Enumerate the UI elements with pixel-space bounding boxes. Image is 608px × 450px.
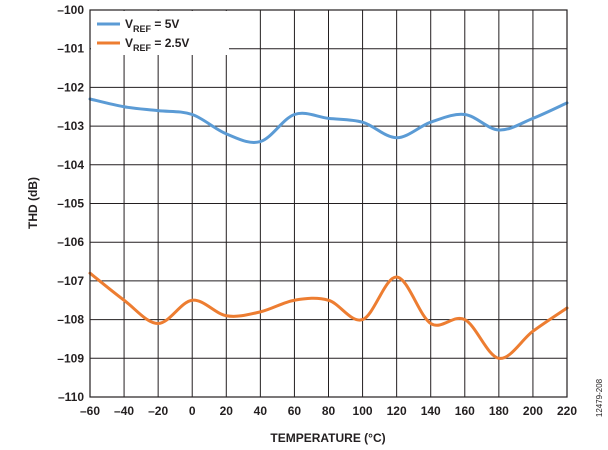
x-tick-label: 100 xyxy=(353,404,373,418)
y-tick-label: –102 xyxy=(57,80,84,94)
x-tick-label: 0 xyxy=(189,404,196,418)
x-tick-label: –60 xyxy=(80,404,100,418)
x-tick-label: 20 xyxy=(220,404,234,418)
x-tick-label: 180 xyxy=(489,404,509,418)
x-tick-labels: –60 –40 –20 0 20 40 60 80 100 120 140 160 180 200 220 xyxy=(80,404,577,418)
y-tick-label: –108 xyxy=(57,313,84,327)
legend-label-vref-2-5v: VREF = 2.5V xyxy=(125,36,189,53)
series-line-vref-2-5v xyxy=(88,271,569,360)
y-tick-label: –100 xyxy=(57,3,84,17)
legend-box xyxy=(91,11,229,55)
y-tick-label: –104 xyxy=(57,158,84,172)
y-tick-labels: –110 –109 –108 –107 –106 –105 –104 –103 –102 –101… xyxy=(57,3,84,404)
plot-frame xyxy=(89,9,568,398)
series-lines xyxy=(88,97,569,360)
y-tick-label: –105 xyxy=(57,197,84,211)
legend-label-vref-5v: VREF = 5V xyxy=(125,17,179,34)
x-tick-label: 120 xyxy=(387,404,407,418)
x-tick-label: 80 xyxy=(322,404,336,418)
y-axis-title: THD (dB) xyxy=(26,177,40,229)
legend: VREF = 5V VREF = 2.5V xyxy=(91,11,229,55)
y-tick-label: –106 xyxy=(57,235,84,249)
grid xyxy=(89,9,568,398)
x-tick-label: 140 xyxy=(421,404,441,418)
x-tick-label: 160 xyxy=(455,404,475,418)
x-tick-label: –20 xyxy=(148,404,168,418)
y-tick-label: –110 xyxy=(58,390,84,404)
y-tick-label: –103 xyxy=(57,119,84,133)
series-line-vref-5v xyxy=(88,97,569,144)
x-tick-label: 220 xyxy=(557,404,577,418)
x-tick-label: 200 xyxy=(523,404,543,418)
y-tick-label: –107 xyxy=(57,274,84,288)
x-axis-title: TEMPERATURE (°C) xyxy=(270,431,385,445)
x-tick-label: 60 xyxy=(288,404,302,418)
x-tick-label: –40 xyxy=(114,404,134,418)
x-tick-label: 40 xyxy=(254,404,268,418)
figure-id: 12479-208 xyxy=(595,378,604,417)
y-tick-label: –109 xyxy=(57,351,84,365)
y-tick-label: –101 xyxy=(57,42,84,56)
